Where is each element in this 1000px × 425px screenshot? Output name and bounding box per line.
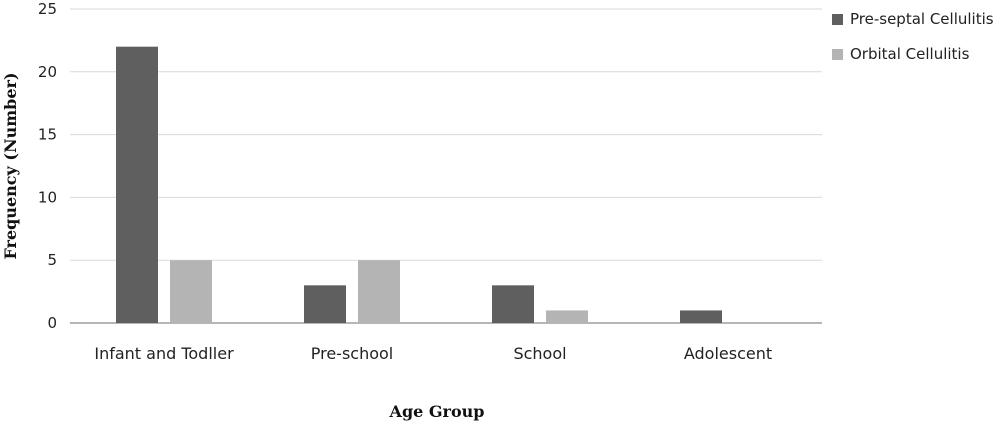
y-tick-label: 15: [38, 126, 57, 144]
bar-orbital-cellulitis-1: [358, 260, 400, 323]
bars: [116, 46, 722, 324]
bar-orbital-cellulitis-0: [170, 260, 212, 323]
y-tick-label: 5: [47, 251, 57, 269]
y-tick-label: 10: [38, 188, 57, 206]
bar-pre-septal-cellulitis-2: [492, 285, 534, 323]
y-tick-label: 20: [38, 63, 57, 81]
bar-pre-septal-cellulitis-0: [116, 46, 158, 324]
legend: Pre-septal Cellulitis Orbital Cellulitis: [832, 10, 994, 63]
y-tick-label: 0: [47, 314, 57, 332]
x-category-label: Infant and Todller: [94, 344, 234, 363]
gridlines: [70, 8, 822, 261]
bar-pre-septal-cellulitis-3: [680, 310, 722, 323]
bar-pre-septal-cellulitis-1: [304, 285, 346, 323]
y-axis-title: Frequency (Number): [1, 72, 20, 259]
x-category-label: Adolescent: [684, 344, 772, 363]
x-category-label: School: [513, 344, 566, 363]
bar-orbital-cellulitis-2: [546, 310, 588, 323]
legend-swatch: [832, 14, 843, 25]
legend-label: Orbital Cellulitis: [850, 45, 970, 63]
legend-swatch: [832, 49, 843, 60]
legend-label: Pre-septal Cellulitis: [850, 10, 994, 28]
x-axis-title: Age Group: [389, 402, 485, 421]
y-axis-ticks: 0 5 10 15 20 25: [38, 0, 57, 332]
x-axis-categories: Infant and Todller Pre-school School Adoles…: [94, 344, 772, 363]
y-tick-label: 25: [38, 0, 57, 18]
x-category-label: Pre-school: [311, 344, 394, 363]
